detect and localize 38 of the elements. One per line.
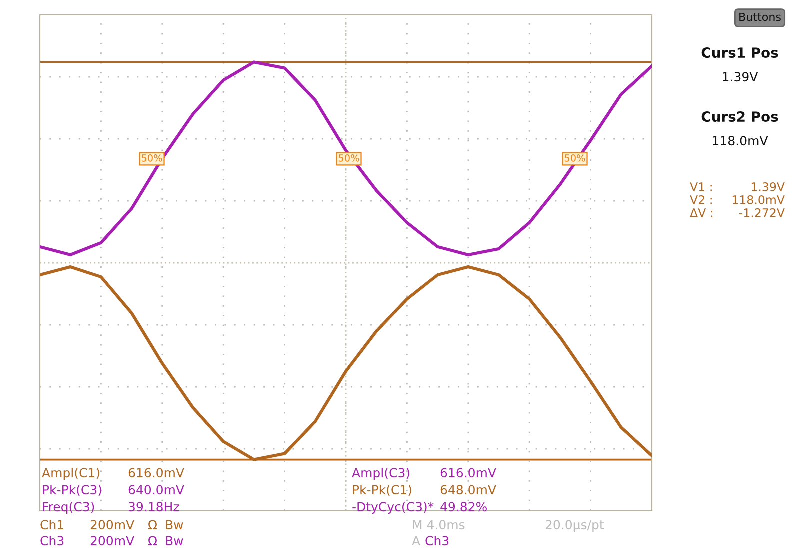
text: Bw bbox=[166, 520, 184, 530]
annotation: 50% bbox=[142, 154, 162, 162]
text: Curs1 Pos bbox=[702, 48, 778, 58]
text: Ch1 bbox=[40, 520, 64, 530]
text: A bbox=[412, 536, 420, 546]
text: Ch3 bbox=[40, 536, 64, 546]
text: 648.0mV bbox=[440, 485, 496, 495]
text: Ω bbox=[148, 520, 158, 530]
text: Ampl(C1) bbox=[42, 468, 100, 480]
text: 1.39V bbox=[723, 72, 758, 82]
text: ΔV : bbox=[690, 208, 713, 218]
text: 39.18Hz bbox=[128, 502, 180, 512]
text: Ampl(C3) bbox=[352, 468, 410, 480]
text: 616.0mV bbox=[128, 468, 184, 478]
text: 200mV bbox=[90, 536, 134, 546]
text: 200mV bbox=[90, 520, 134, 530]
text: Ω bbox=[148, 536, 158, 546]
text: Freq(C3) bbox=[43, 502, 94, 514]
text: M 4.0ms bbox=[413, 520, 465, 530]
text: -1.272V bbox=[739, 208, 785, 218]
text: 616.0mV bbox=[440, 468, 496, 478]
text: -DtyCyc(C3)* bbox=[352, 502, 434, 514]
text: Buttons bbox=[740, 12, 781, 22]
text: Bw bbox=[166, 536, 184, 546]
text: 118.0mV bbox=[732, 195, 785, 204]
annotation: 50% bbox=[564, 154, 586, 162]
text: V2 : bbox=[690, 195, 712, 204]
text: Pk-Pk(C3) bbox=[43, 484, 102, 496]
text: 118.0mV bbox=[713, 136, 768, 146]
text: 640.0mV bbox=[128, 485, 184, 495]
text: Ch3 bbox=[426, 536, 449, 546]
text: V1 : bbox=[690, 182, 712, 192]
text: Pk-Pk(C1) bbox=[353, 484, 412, 496]
text: 20.0µs/pt bbox=[546, 520, 604, 532]
text: 49.82% bbox=[440, 502, 487, 512]
text: 1.39V bbox=[752, 182, 785, 192]
text: Curs2 Pos bbox=[702, 112, 778, 122]
annotation: 50% bbox=[338, 154, 360, 162]
